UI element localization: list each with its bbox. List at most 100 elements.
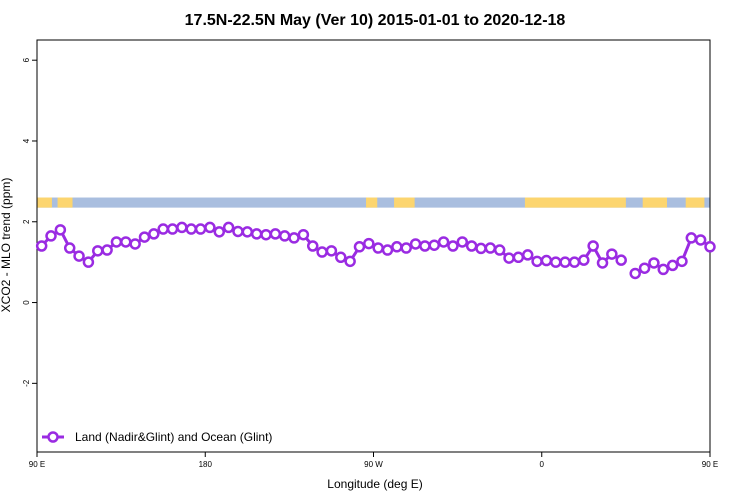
data-point: [54, 224, 67, 236]
legend-marker-swatch: [47, 431, 59, 443]
data-point: [638, 262, 651, 274]
data-point: [512, 251, 525, 264]
data-point: [615, 254, 627, 266]
data-point: [550, 256, 562, 268]
data-point: [578, 254, 590, 266]
data-point: [629, 267, 641, 280]
data-point: [400, 242, 412, 254]
map-land-patch: [394, 197, 415, 208]
data-point: [409, 238, 422, 250]
data-point: [110, 236, 123, 248]
map-land-patch: [57, 197, 73, 208]
data-point: [456, 236, 469, 248]
data-point: [447, 240, 459, 252]
data-point: [676, 255, 688, 268]
data-point: [278, 230, 291, 242]
data-point: [335, 251, 347, 264]
data-point: [475, 242, 487, 255]
x-axis-label: Longitude (deg E): [327, 477, 422, 491]
data-point: [194, 223, 207, 235]
data-point: [657, 263, 670, 276]
y-tick-label: 6: [22, 57, 31, 62]
x-tick-label: 90 E: [702, 460, 718, 469]
data-point: [419, 240, 431, 252]
data-point: [503, 252, 515, 264]
data-point: [540, 254, 553, 267]
data-point: [250, 228, 263, 240]
data-point: [101, 244, 113, 256]
x-axis: 90 E 180 90 W 0 90 E: [29, 452, 718, 469]
data-point: [92, 245, 104, 257]
data-point: [465, 240, 478, 252]
data-point: [372, 242, 384, 254]
data-point: [241, 226, 254, 238]
data-point: [166, 223, 179, 235]
data-point: [129, 238, 141, 250]
data-point: [484, 242, 497, 254]
data-point: [222, 221, 235, 234]
data-point: [325, 245, 338, 257]
data-point: [704, 241, 716, 253]
data-point: [587, 240, 599, 252]
map-land-patch: [685, 197, 705, 208]
data-point: [559, 256, 571, 268]
data-point: [694, 234, 707, 246]
data-point: [73, 250, 85, 262]
data-point: [35, 240, 48, 252]
data-point: [120, 236, 132, 248]
data-point: [666, 259, 679, 272]
data-point: [316, 246, 328, 258]
x-tick-label: 180: [199, 460, 213, 469]
data-point: [685, 232, 698, 244]
legend-label: Land (Nadir&Glint) and Ocean (Glint): [75, 430, 272, 444]
legend: Land (Nadir&Glint) and Ocean (Glint): [42, 430, 272, 444]
data-point: [381, 244, 394, 256]
data-point: [568, 256, 581, 268]
data-point: [353, 241, 366, 253]
data-point: [45, 230, 57, 242]
data-point: [648, 257, 660, 269]
data-point: [260, 228, 272, 241]
data-point: [204, 221, 216, 234]
y-tick-label: 2: [22, 219, 31, 224]
data-point: [213, 226, 226, 238]
data-point: [344, 255, 356, 268]
x-tick-label: 90 W: [364, 460, 383, 469]
data-point: [288, 232, 300, 244]
data-point: [437, 236, 450, 248]
data-point: [596, 257, 609, 269]
map-land-patch: [366, 197, 378, 208]
data-point: [391, 241, 403, 253]
y-tick-label: -2: [22, 379, 31, 387]
series-layer: [35, 221, 716, 280]
data-point: [176, 221, 188, 234]
chart-title: 17.5N-22.5N May (Ver 10) 2015-01-01 to 2…: [185, 12, 566, 29]
data-point: [306, 240, 319, 252]
y-tick-label: 4: [22, 138, 31, 143]
data-point: [521, 249, 534, 261]
data-point: [606, 248, 618, 260]
map-land-patch: [37, 197, 52, 208]
data-point: [269, 228, 282, 240]
data-point: [531, 255, 543, 268]
data-point: [157, 223, 169, 235]
y-tick-label: 0: [22, 300, 31, 305]
data-point: [363, 237, 375, 250]
data-point: [232, 225, 244, 238]
data-point: [138, 231, 151, 243]
data-point: [297, 228, 310, 241]
map-land-patch: [524, 197, 626, 208]
data-point: [493, 244, 506, 256]
data-point: [63, 242, 76, 254]
world-map-band: [37, 197, 710, 208]
y-axis-label: XCO2 - MLO trend (ppm): [0, 178, 13, 313]
data-point: [82, 256, 95, 268]
data-point: [428, 239, 441, 251]
data-point: [148, 228, 160, 240]
y-axis: -2 0 2 4 6: [22, 57, 37, 387]
data-point: [185, 223, 197, 235]
x-tick-label: 90 E: [29, 460, 45, 469]
x-tick-label: 0: [540, 460, 545, 469]
map-land-patch: [642, 197, 668, 208]
